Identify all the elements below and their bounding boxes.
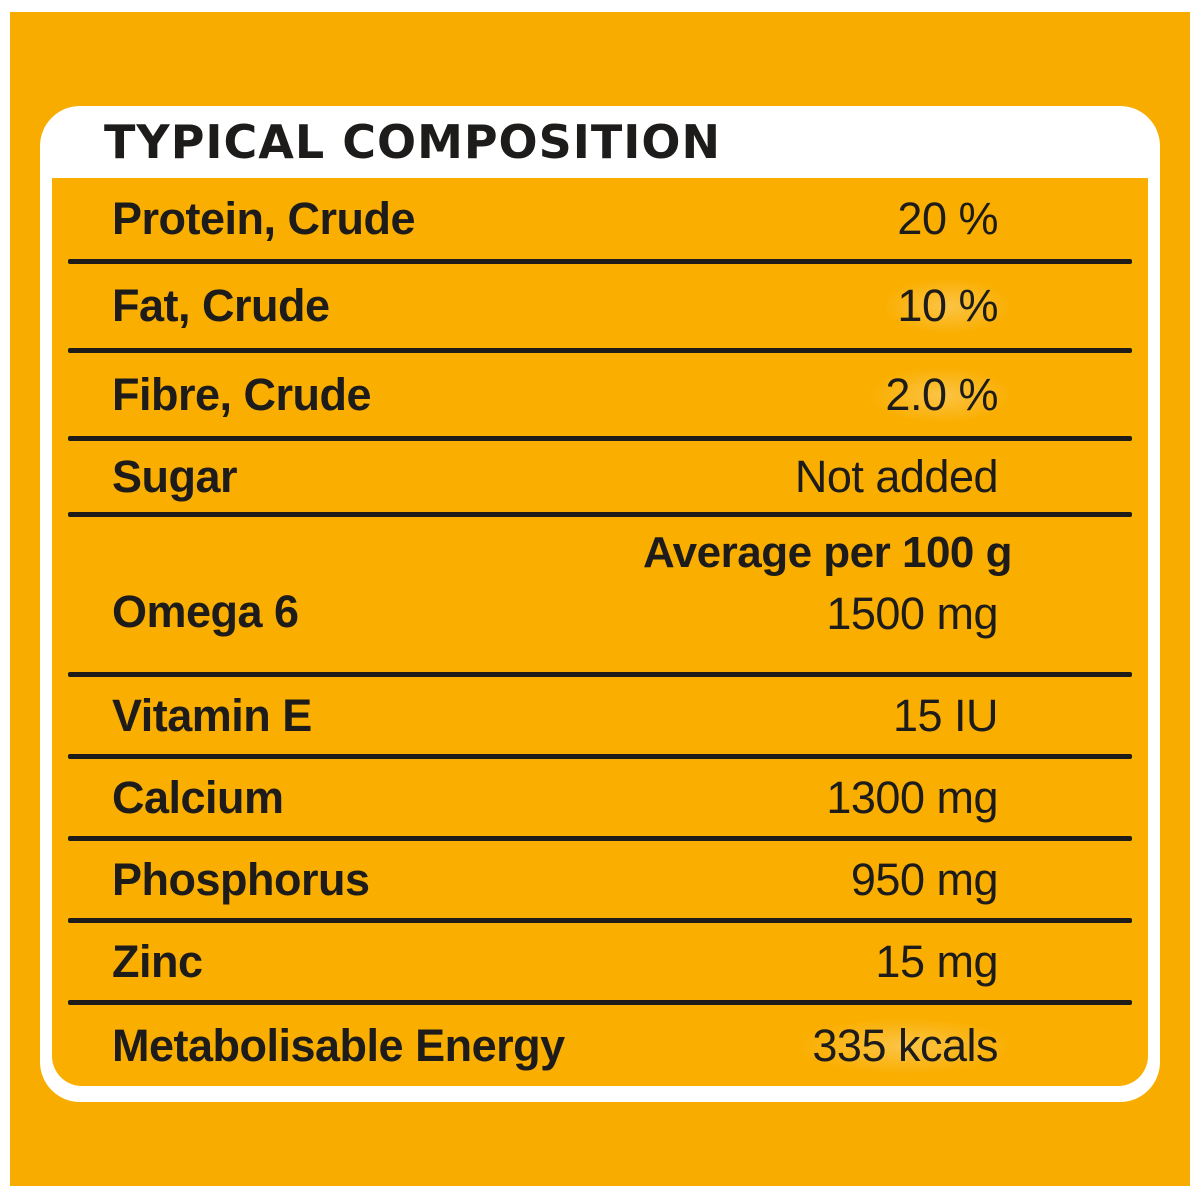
row-label: Protein, Crude xyxy=(112,192,416,244)
table-row-omega6: Omega 6 1500 mg xyxy=(52,589,1148,672)
average-section: Average per 100 g Omega 6 1500 mg xyxy=(52,517,1148,672)
row-value: 15 mg xyxy=(875,935,998,987)
table-row-protein: Protein, Crude 20 % xyxy=(52,178,1148,259)
table-row-sugar: Sugar Not added xyxy=(52,441,1148,512)
composition-table: Protein, Crude 20 % Fat, Crude 10 % Fibr… xyxy=(52,178,1148,1086)
label-background: TYPICAL COMPOSITION Protein, Crude 20 % … xyxy=(10,12,1190,1186)
row-label: Omega 6 xyxy=(112,586,299,637)
table-row-metabolisable-energy: Metabolisable Energy 335 kcals xyxy=(52,1005,1148,1086)
rule-line xyxy=(68,836,1132,841)
row-label: Fibre, Crude xyxy=(112,368,372,420)
rule-line xyxy=(68,512,1132,517)
row-label: Fat, Crude xyxy=(112,280,330,331)
row-label: Phosphorus xyxy=(112,853,370,905)
row-value: Not added xyxy=(794,450,999,502)
table-row-zinc: Zinc 15 mg xyxy=(52,923,1148,1000)
rule-line xyxy=(68,918,1132,923)
row-value: 1500 mg xyxy=(826,588,998,639)
row-value: 2.0 % xyxy=(871,366,1012,423)
row-label: Vitamin E xyxy=(112,689,312,741)
rule-line xyxy=(68,754,1132,759)
rule-line xyxy=(68,436,1132,441)
panel-title: TYPICAL COMPOSITION xyxy=(104,115,721,169)
row-value: 1300 mg xyxy=(826,771,998,823)
average-per-100g-header: Average per 100 g xyxy=(643,528,1012,577)
row-label: Calcium xyxy=(112,771,284,823)
rule-line xyxy=(68,348,1132,353)
row-label: Metabolisable Energy xyxy=(112,1019,565,1071)
table-row-fibre: Fibre, Crude 2.0 % xyxy=(52,353,1148,436)
row-label: Sugar xyxy=(112,450,238,502)
row-value: 15 IU xyxy=(892,689,999,741)
table-row-calcium: Calcium 1300 mg xyxy=(52,759,1148,836)
row-value: 20 % xyxy=(897,192,998,244)
table-row-phosphorus: Phosphorus 950 mg xyxy=(52,841,1148,918)
row-label: Zinc xyxy=(112,935,203,987)
row-value: 335 kcals xyxy=(798,1017,1012,1074)
table-row-fat: Fat, Crude 10 % xyxy=(52,264,1148,348)
rule-line xyxy=(68,672,1132,677)
rule-line xyxy=(68,259,1132,264)
row-value: 10 % xyxy=(883,278,1012,334)
composition-panel: TYPICAL COMPOSITION Protein, Crude 20 % … xyxy=(40,106,1160,1102)
row-value: 950 mg xyxy=(850,853,999,905)
table-row-vitamin-e: Vitamin E 15 IU xyxy=(52,677,1148,754)
rule-line xyxy=(68,1000,1132,1005)
